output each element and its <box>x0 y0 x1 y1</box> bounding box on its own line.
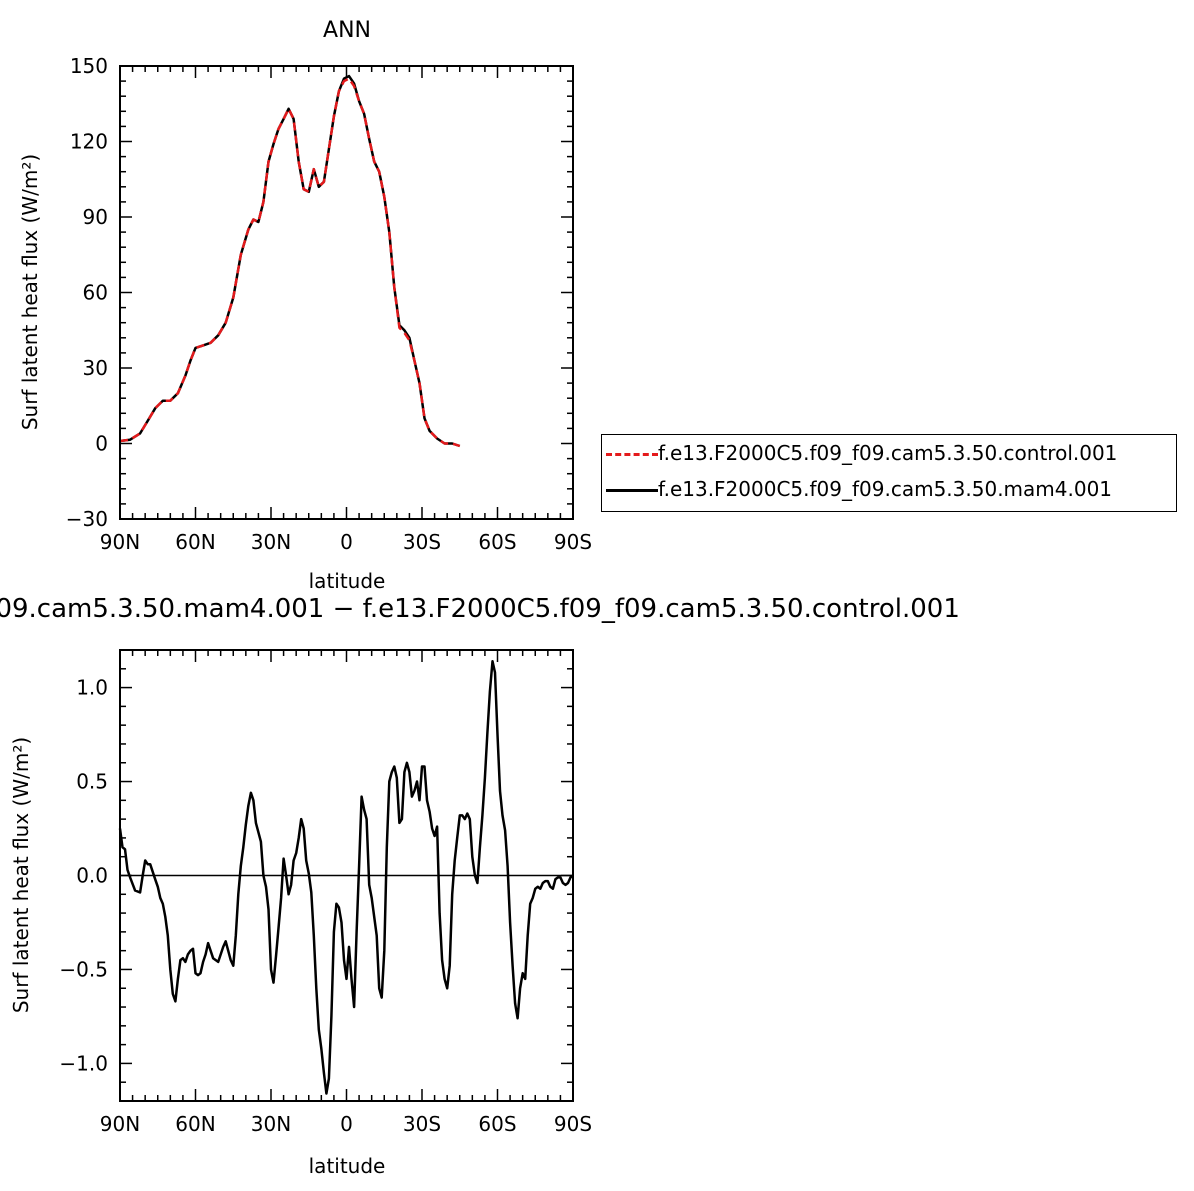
bottom-y-tick-label: 0.5 <box>76 770 108 794</box>
bottom-y-tick-label: 0.0 <box>76 864 108 888</box>
top-x-tick-label: 90N <box>100 530 140 554</box>
top-x-axis-label: latitude <box>309 569 386 593</box>
top-y-axis-label: Surf latent heat flux (W/m²) <box>18 154 42 430</box>
legend-item-control: f.e13.F2000C5.f09_f09.cam5.3.50.control.… <box>602 439 1176 469</box>
top-chart: ANN 90N 60N 30N 0 30S 60S 90S−300306090120150 … <box>18 18 592 593</box>
top-y-tick-label: 0 <box>95 432 108 456</box>
bottom-x-tick-label: 60N <box>175 1112 215 1136</box>
top-series-line-mam4 <box>119 74 461 448</box>
top-chart-title: ANN <box>323 18 371 43</box>
legend-item-mam4: f.e13.F2000C5.f09_f09.cam5.3.50.mam4.001 <box>602 475 1176 505</box>
bottom-x-tick-label: 0 <box>340 1112 353 1136</box>
bottom-y-tick-label: −1.0 <box>59 1051 108 1075</box>
bottom-plot-frame <box>119 649 574 1102</box>
legend-label-control: f.e13.F2000C5.f09_f09.cam5.3.50.control.… <box>658 441 1118 465</box>
top-x-tick-label: 30S <box>403 530 441 554</box>
bottom-chart-title: f.e13.F2000C5.f09_f09.cam5.3.50.mam4.001… <box>0 594 960 624</box>
bottom-series-line-difference <box>118 660 574 1095</box>
bottom-x-axis-label: latitude <box>309 1154 386 1178</box>
top-y-tick-label: 60 <box>83 281 108 305</box>
legend: f.e13.F2000C5.f09_f09.cam5.3.50.control.… <box>601 434 1177 512</box>
bottom-y-tick-label: 1.0 <box>76 676 108 700</box>
top-x-tick-label: 60S <box>478 530 516 554</box>
bottom-y-axis-label: Surf latent heat flux (W/m²) <box>9 737 33 1013</box>
legend-label-mam4: f.e13.F2000C5.f09_f09.cam5.3.50.mam4.001 <box>658 477 1113 501</box>
top-y-tick-label: 90 <box>83 205 108 229</box>
legend-swatch-solid-black <box>606 489 658 492</box>
top-x-tick-label: 30N <box>251 530 291 554</box>
bottom-plot-area: 90N 60N 30N 0 30S 60S 90S −1.0 −0.5 0.0 0.5 1.0 <box>59 649 592 1136</box>
top-plot-frame <box>119 65 574 520</box>
top-series-line-control <box>119 77 461 448</box>
top-y-tick-label: 150 <box>70 54 108 78</box>
top-y-tick-label: 120 <box>70 130 108 154</box>
bottom-x-tick-label: 30S <box>403 1112 441 1136</box>
top-x-tick-label: 0 <box>340 530 353 554</box>
top-y-tick-label: −30 <box>66 507 108 531</box>
bottom-x-tick-label: 60S <box>478 1112 516 1136</box>
top-plot-area: 90N 60N 30N 0 30S 60S 90S −30 0 30 60 90 120 150 <box>66 54 592 554</box>
top-x-tick-label: 60N <box>175 530 215 554</box>
bottom-x-tick-label: 90S <box>554 1112 592 1136</box>
legend-swatch-dashed-red <box>606 453 658 456</box>
top-y-tick-label: 30 <box>83 356 108 380</box>
top-x-tick-label: 90S <box>554 530 592 554</box>
bottom-x-tick-label: 90N <box>100 1112 140 1136</box>
bottom-x-tick-label: 30N <box>251 1112 291 1136</box>
bottom-y-tick-label: −0.5 <box>59 957 108 981</box>
bottom-chart: f.e13.F2000C5.f09_f09.cam5.3.50.mam4.001… <box>0 594 960 1178</box>
